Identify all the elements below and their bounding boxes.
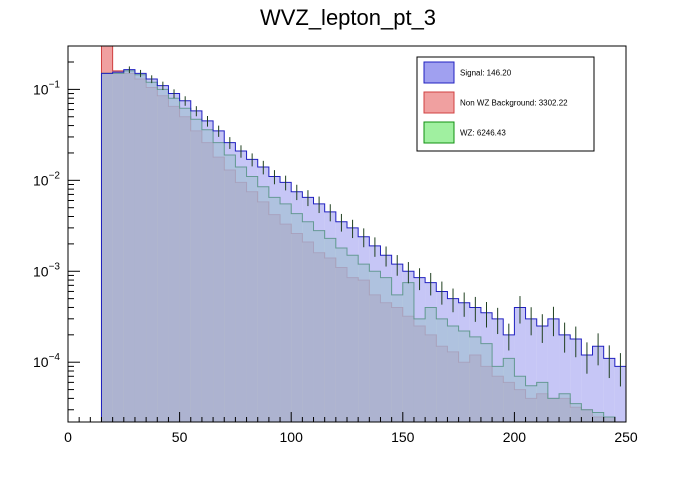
histogram-series-layer — [100, 46, 648, 422]
histogram-bin — [257, 167, 269, 422]
histogram-bin — [391, 264, 403, 422]
histogram-bin — [425, 282, 437, 422]
histogram-bin — [559, 334, 571, 422]
histogram-bin — [480, 312, 493, 422]
histogram-bin — [101, 73, 113, 422]
histogram-bin — [447, 298, 459, 422]
histogram-bin — [380, 255, 392, 422]
histogram-bin — [358, 236, 370, 422]
x-tick-label: 50 — [172, 429, 188, 445]
histogram-bin — [224, 142, 236, 422]
histogram-bin — [246, 159, 258, 422]
x-tick-label: 150 — [391, 429, 415, 445]
legend-swatch-wz — [423, 121, 455, 144]
axes: 0 50 100 150 200 250 10−1 10−2 10−3 10−4 — [33, 61, 638, 445]
legend-swatch-non-wz — [423, 91, 455, 114]
histogram-bin — [235, 151, 247, 422]
y-tick-label: 10−4 — [33, 352, 60, 370]
histogram-bin — [369, 245, 381, 422]
histogram-bin — [157, 85, 169, 422]
histogram-bin — [547, 318, 560, 422]
x-tick-label: 0 — [64, 429, 72, 445]
histogram-bin — [637, 376, 648, 422]
histogram-bin — [190, 110, 202, 422]
histogram-bin — [592, 346, 604, 422]
y-tick-label: 10−3 — [33, 261, 60, 279]
x-tick-label: 100 — [280, 429, 304, 445]
histogram-bin — [626, 371, 637, 422]
chart-title: WVZ_lepton_pt_3 — [260, 5, 436, 30]
histogram-bin — [324, 211, 336, 422]
histogram-bin — [213, 130, 225, 422]
histogram-bin — [146, 79, 158, 422]
legend-label-wz: WZ: 6246.43 — [460, 129, 506, 138]
histogram-bin — [134, 73, 147, 422]
error-bars-layer — [128, 66, 621, 387]
histogram-bin — [291, 191, 303, 422]
plot-area — [100, 46, 648, 422]
histogram-bin — [492, 318, 504, 422]
histogram-bin — [112, 72, 124, 422]
histogram-bin — [302, 197, 314, 422]
y-tick-label: 10−1 — [33, 79, 60, 97]
legend-swatch-signal — [423, 61, 455, 84]
histogram-bin — [201, 120, 214, 422]
histogram-bin — [469, 307, 481, 422]
histogram-bin — [168, 93, 180, 422]
histogram-bin — [347, 227, 359, 422]
histogram-bin — [581, 355, 593, 422]
series-signal — [100, 69, 648, 422]
y-tick-label: 10−2 — [33, 170, 60, 188]
histogram-bin — [280, 182, 292, 422]
legend: Signal: 146.20 Non WZ Background: 3302.2… — [416, 56, 595, 152]
histogram-bin — [413, 277, 426, 422]
histogram-bin — [525, 318, 537, 422]
histogram-bin — [536, 326, 548, 422]
x-tick-label: 200 — [503, 429, 527, 445]
histogram-bin — [335, 221, 347, 422]
histogram-bin — [268, 176, 281, 422]
histogram-bin — [402, 271, 414, 422]
x-tick-label: 250 — [614, 429, 638, 445]
histogram-bin — [458, 302, 470, 422]
legend-label-signal: Signal: 146.20 — [460, 69, 512, 78]
histogram-bin — [603, 358, 615, 422]
legend-label-non-wz: Non WZ Background: 3302.22 — [460, 99, 568, 108]
histogram-bin — [503, 334, 515, 422]
histogram-bin — [570, 338, 582, 422]
histogram-bin — [614, 366, 626, 422]
histogram-bin — [123, 69, 135, 422]
histogram-bin — [313, 203, 325, 422]
histogram-bin — [436, 291, 448, 422]
histogram-bin — [179, 100, 191, 422]
histogram-bin — [514, 307, 526, 422]
